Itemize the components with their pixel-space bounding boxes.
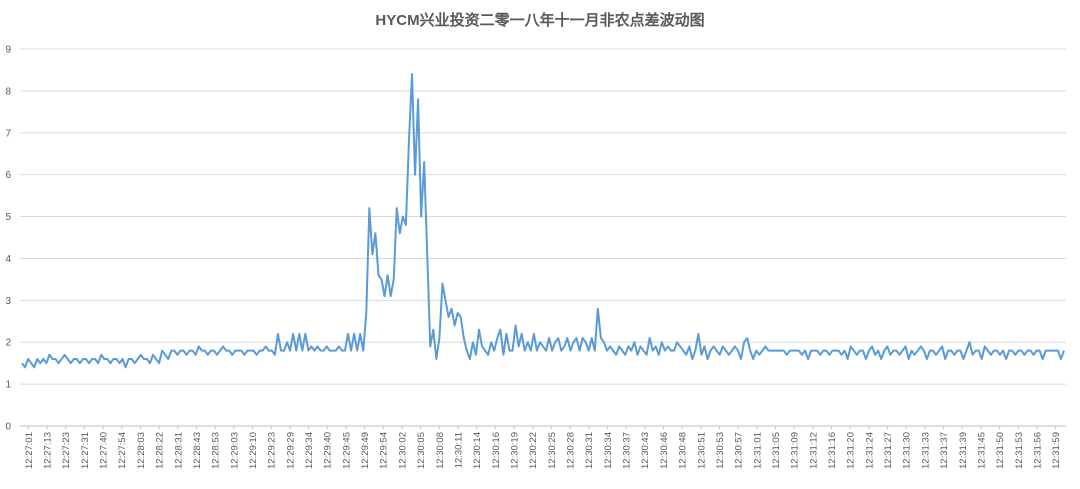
x-tick-label: 12:27:01 <box>24 432 35 469</box>
x-tick-label: 12:29:45 <box>341 432 352 469</box>
x-tick-label: 12:27:40 <box>99 432 110 469</box>
y-tick-label: 7 <box>5 128 11 139</box>
x-tick-label: 12:30:11 <box>453 432 464 468</box>
x-tick-label: 12:29:34 <box>304 432 315 469</box>
x-tick-label: 12:29:29 <box>285 432 296 469</box>
x-tick-label: 12:27:23 <box>61 432 72 469</box>
x-tick-label: 12:28:53 <box>211 432 222 469</box>
y-tick-label: 9 <box>5 45 11 56</box>
y-tick-label: 1 <box>5 380 11 391</box>
x-tick-label: 12:30:25 <box>547 432 558 469</box>
x-tick-label: 12:31:09 <box>790 432 801 469</box>
x-tick-label: 12:30:48 <box>678 432 689 469</box>
x-tick-label: 12:29:54 <box>379 432 390 469</box>
chart-title: HYCM兴业投资二零一八年十一月非农点差波动图 <box>375 11 704 29</box>
y-tick-label: 6 <box>5 170 11 181</box>
x-tick-label: 12:31:20 <box>846 432 857 469</box>
y-tick-label: 2 <box>5 338 11 349</box>
x-tick-label: 12:30:31 <box>584 432 595 469</box>
x-tick-label: 12:30:37 <box>622 432 633 469</box>
x-tick-label: 12:29:03 <box>229 432 240 469</box>
x-tick-label: 12:30:22 <box>528 432 539 469</box>
x-tick-label: 12:27:31 <box>80 432 91 469</box>
x-tick-label: 12:31:24 <box>864 432 875 469</box>
x-tick-label: 12:30:51 <box>696 432 707 469</box>
y-tick-label: 4 <box>5 254 11 265</box>
x-tick-label: 12:30:19 <box>509 432 520 469</box>
x-tick-label: 12:31:53 <box>1014 432 1025 469</box>
y-tick-label: 5 <box>5 212 11 223</box>
x-tick-label: 12:28:22 <box>155 432 166 469</box>
x-tick-label: 12:30:28 <box>566 432 577 469</box>
x-tick-label: 12:30:14 <box>472 432 483 469</box>
x-tick-label: 12:30:08 <box>435 432 446 469</box>
x-tick-label: 12:31:39 <box>958 432 969 469</box>
x-tick-label: 12:30:43 <box>640 432 651 469</box>
x-tick-label: 12:30:46 <box>659 432 670 469</box>
y-tick-label: 8 <box>5 86 11 97</box>
x-tick-label: 12:31:59 <box>1051 432 1062 469</box>
x-tick-label: 12:31:05 <box>771 432 782 469</box>
x-tick-label: 12:28:03 <box>136 432 147 469</box>
x-tick-label: 12:30:02 <box>397 432 408 469</box>
series-layer <box>21 73 1065 369</box>
x-tick-label: 12:29:40 <box>323 432 334 469</box>
x-tick-label: 12:31:33 <box>920 432 931 469</box>
x-tick-label: 12:31:30 <box>902 432 913 469</box>
x-tick-label: 12:31:16 <box>827 432 838 469</box>
x-tick-label: 12:31:37 <box>939 432 950 469</box>
x-tick-label: 12:27:54 <box>117 432 128 469</box>
x-tick-label: 12:31:12 <box>808 432 819 469</box>
series-line <box>21 73 1065 369</box>
x-tick-label: 12:31:27 <box>883 432 894 469</box>
y-tick-label: 3 <box>5 296 11 307</box>
x-tick-label: 12:30:57 <box>734 432 745 469</box>
x-tick-label: 12:31:01 <box>752 432 763 469</box>
x-tick-label: 12:31:45 <box>976 432 987 469</box>
x-tick-label: 12:30:34 <box>603 432 614 469</box>
x-tick-label: 12:30:05 <box>416 432 427 469</box>
x-tick-label: 12:29:10 <box>248 432 259 469</box>
y-tick-label: 0 <box>5 422 11 433</box>
x-tick-label: 12:30:53 <box>715 432 726 469</box>
x-tick-label: 12:29:49 <box>360 432 371 469</box>
y-axis-ticks: 0 1 2 3 4 5 6 7 8 9 <box>5 45 11 433</box>
x-tick-label: 12:29:23 <box>267 432 278 469</box>
x-axis-ticks: 12:27:01 12:27:13 12:27:23 12:27:31 12:27:40… <box>24 426 1062 469</box>
x-tick-label: 12:31:50 <box>995 432 1006 469</box>
gridlines <box>20 48 1066 427</box>
x-tick-label: 12:31:56 <box>1032 432 1043 469</box>
x-tick-label: 12:28:43 <box>192 432 203 469</box>
x-tick-label: 12:28:31 <box>173 432 184 469</box>
x-tick-label: 12:30:16 <box>491 432 502 469</box>
x-tick-label: 12:27:13 <box>43 432 54 469</box>
